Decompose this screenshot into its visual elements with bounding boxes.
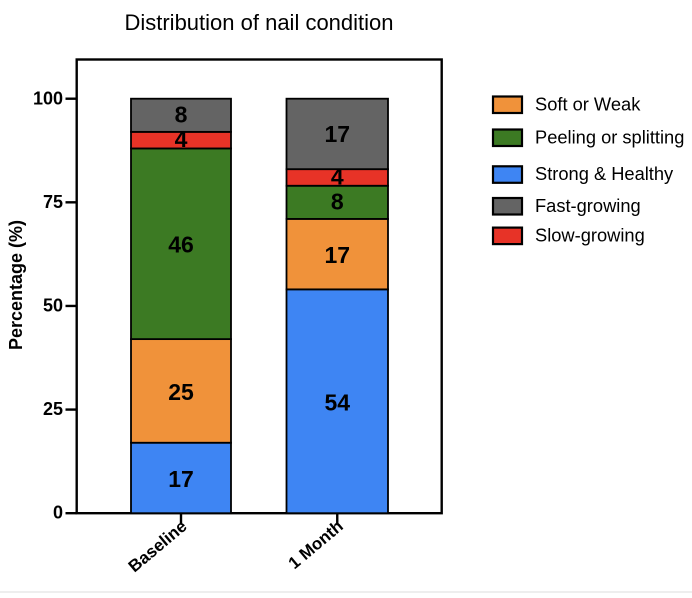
svg-text:0: 0 — [53, 503, 63, 523]
svg-text:50: 50 — [43, 296, 63, 316]
svg-text:4: 4 — [175, 126, 188, 152]
svg-text:75: 75 — [43, 192, 63, 212]
svg-text:4: 4 — [331, 163, 344, 189]
svg-text:25: 25 — [168, 379, 194, 405]
svg-text:46: 46 — [168, 232, 194, 258]
svg-text:8: 8 — [331, 188, 344, 214]
svg-text:17: 17 — [324, 242, 350, 268]
svg-text:Fast-growing: Fast-growing — [535, 195, 641, 216]
svg-text:25: 25 — [43, 399, 63, 419]
svg-text:17: 17 — [324, 121, 350, 147]
svg-text:8: 8 — [175, 101, 188, 127]
svg-text:Peeling or splitting: Peeling or splitting — [535, 127, 684, 148]
svg-text:Percentage (%): Percentage (%) — [6, 220, 26, 350]
svg-text:Slow-growing: Slow-growing — [535, 225, 645, 246]
svg-text:100: 100 — [33, 89, 63, 109]
svg-text:Strong & Healthy: Strong & Healthy — [535, 163, 674, 184]
svg-text:Baseline: Baseline — [125, 517, 191, 577]
svg-text:Distribution of nail condition: Distribution of nail condition — [124, 10, 393, 35]
svg-text:54: 54 — [324, 389, 350, 415]
svg-text:17: 17 — [168, 466, 194, 492]
svg-text:1 Month: 1 Month — [285, 517, 347, 573]
svg-text:Soft or Weak: Soft or Weak — [535, 94, 641, 115]
